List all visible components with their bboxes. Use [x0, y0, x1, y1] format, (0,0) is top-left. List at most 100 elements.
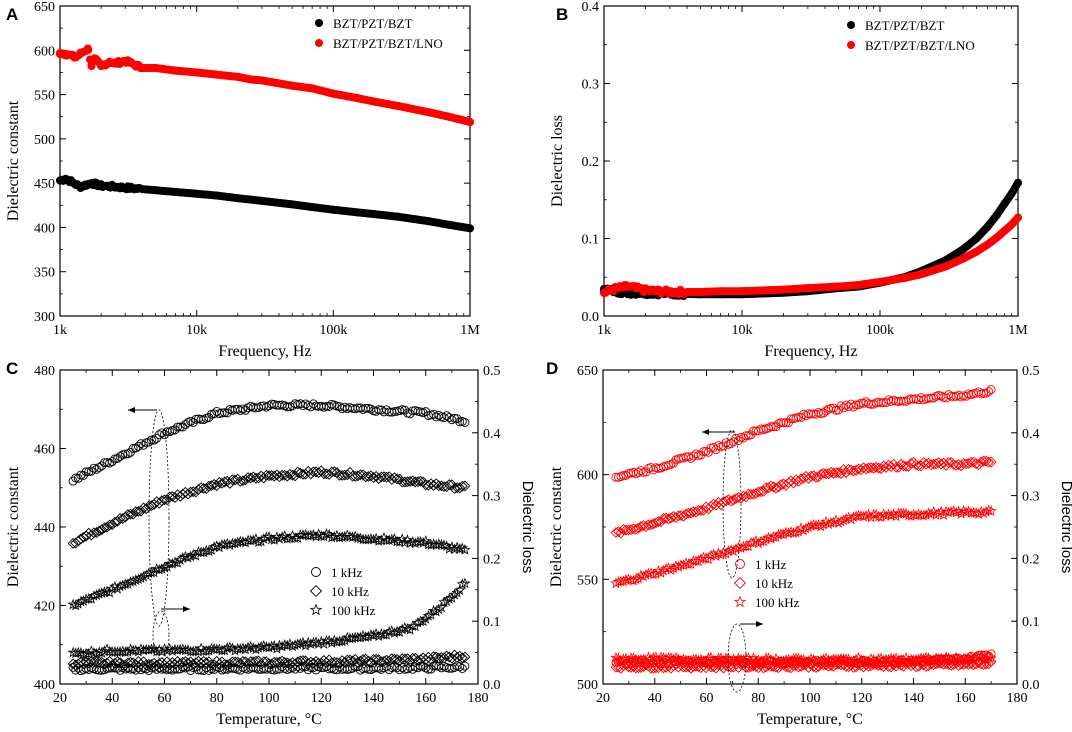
data-point	[928, 458, 940, 470]
y-tick-label: 440	[34, 521, 55, 536]
x-tick-label: 100k	[866, 323, 894, 338]
data-point	[435, 652, 447, 663]
y-tick-label: 0.1	[582, 233, 600, 248]
panel-d-chart: 20 40 60 80 100 120 140 160 180 500 550 600 650 0.0 0.…	[548, 364, 1072, 728]
data-point	[127, 508, 139, 520]
x-tick-label: 160	[415, 691, 436, 706]
data-point	[288, 200, 297, 209]
data-point	[435, 601, 448, 613]
data-point	[148, 643, 160, 654]
y-right-tick-label: 0.5	[483, 364, 501, 379]
data-point	[673, 661, 684, 673]
data-point	[130, 659, 142, 670]
data-point	[143, 500, 155, 512]
data-point	[918, 457, 930, 468]
data-point	[466, 224, 474, 233]
data-point	[396, 476, 408, 488]
data-point	[714, 441, 723, 450]
data-point	[890, 652, 902, 663]
data-point	[179, 656, 191, 668]
data-point	[382, 405, 392, 415]
y-right-axis-label: Dielectric loss	[519, 481, 536, 574]
data-point	[121, 56, 130, 65]
data-point	[233, 194, 242, 203]
data-point	[621, 470, 631, 480]
data-point	[112, 656, 123, 668]
data-point	[835, 468, 847, 479]
data-point	[130, 506, 142, 518]
data-point	[973, 459, 985, 470]
data-point	[375, 656, 387, 668]
panel-c-chart: 20 40 60 80 100 120 140 160 180 400 420 440 460 480 0.…	[5, 364, 536, 728]
data-point	[355, 655, 366, 667]
data-point	[253, 472, 264, 484]
data-point	[309, 603, 323, 616]
data-point	[139, 440, 149, 450]
data-point	[192, 189, 201, 198]
data-point	[875, 463, 887, 475]
data-point	[972, 508, 985, 519]
data-point	[868, 462, 880, 474]
y-tick-label: 300	[34, 310, 55, 325]
data-point	[97, 62, 106, 71]
data-point	[114, 512, 126, 524]
data-point	[224, 477, 236, 489]
data-point	[234, 657, 246, 669]
data-point	[455, 417, 465, 427]
data-point	[983, 222, 992, 231]
y-axis-label: Dielectric loss	[549, 115, 566, 207]
data-point	[297, 468, 309, 480]
data-point	[425, 478, 437, 490]
data-point	[334, 657, 345, 669]
y-tick-label: 480	[34, 364, 55, 379]
data-point	[420, 613, 432, 624]
data-point	[725, 655, 737, 667]
data-point	[179, 486, 191, 498]
data-point	[698, 504, 709, 516]
data-point	[444, 663, 454, 673]
data-point	[858, 462, 869, 474]
x-tick-label: 80	[751, 691, 765, 706]
data-point	[412, 655, 424, 666]
data-point	[765, 480, 777, 492]
panel-a-chart: 1k 10k 100k 1M 300 350 400 450 500 550 600 650 Frequ…	[5, 0, 480, 360]
y-axis-label: Dielectric constant	[548, 466, 565, 587]
data-point	[281, 470, 293, 482]
data-point	[394, 102, 403, 111]
data-point	[763, 482, 774, 494]
data-point	[779, 418, 788, 428]
data-point	[677, 559, 690, 571]
data-point	[68, 476, 78, 486]
data-point	[409, 476, 421, 488]
data-point	[753, 486, 764, 498]
data-point	[274, 471, 285, 483]
data-point	[192, 68, 201, 77]
data-point	[839, 403, 849, 413]
data-point	[216, 477, 228, 489]
data-point	[72, 535, 84, 547]
data-point	[185, 486, 197, 498]
data-point	[459, 577, 471, 589]
data-point	[87, 179, 96, 188]
data-point	[650, 662, 662, 674]
x-tick-label: 10k	[186, 323, 207, 338]
data-point	[234, 475, 246, 487]
data-point	[408, 664, 418, 674]
x-tick-label: 20	[53, 691, 67, 706]
data-point	[378, 655, 390, 667]
data-point	[323, 528, 335, 540]
data-point	[146, 659, 157, 671]
x-tick-label: 80	[210, 691, 224, 706]
data-point	[160, 430, 169, 440]
data-point	[135, 505, 147, 517]
data-point	[170, 425, 180, 435]
data-point	[727, 545, 740, 557]
data-point	[615, 527, 627, 539]
data-point	[85, 592, 98, 604]
data-point	[875, 511, 887, 523]
data-point	[172, 489, 183, 501]
data-point	[793, 476, 804, 487]
data-point	[396, 653, 408, 665]
data-point	[245, 656, 257, 668]
data-point	[123, 663, 133, 673]
